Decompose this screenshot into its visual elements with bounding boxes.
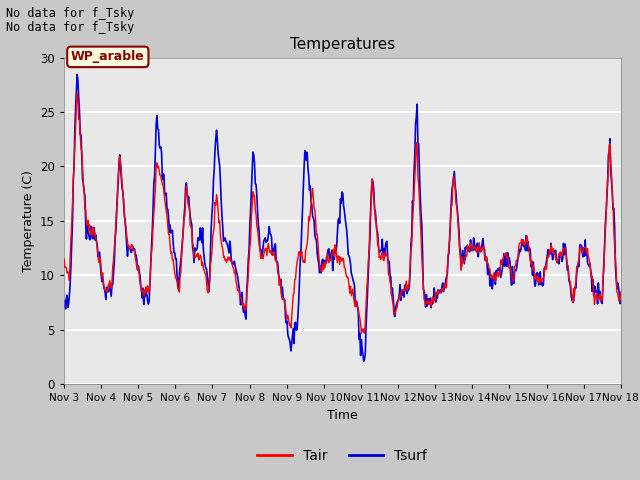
- Text: WP_arable: WP_arable: [71, 50, 145, 63]
- X-axis label: Time: Time: [327, 408, 358, 421]
- Text: No data for f_Tsky: No data for f_Tsky: [6, 21, 134, 34]
- Text: No data for f_Tsky: No data for f_Tsky: [6, 7, 134, 20]
- Legend: Tair, Tsurf: Tair, Tsurf: [252, 444, 433, 468]
- Title: Temperatures: Temperatures: [290, 37, 395, 52]
- Y-axis label: Temperature (C): Temperature (C): [22, 170, 35, 272]
